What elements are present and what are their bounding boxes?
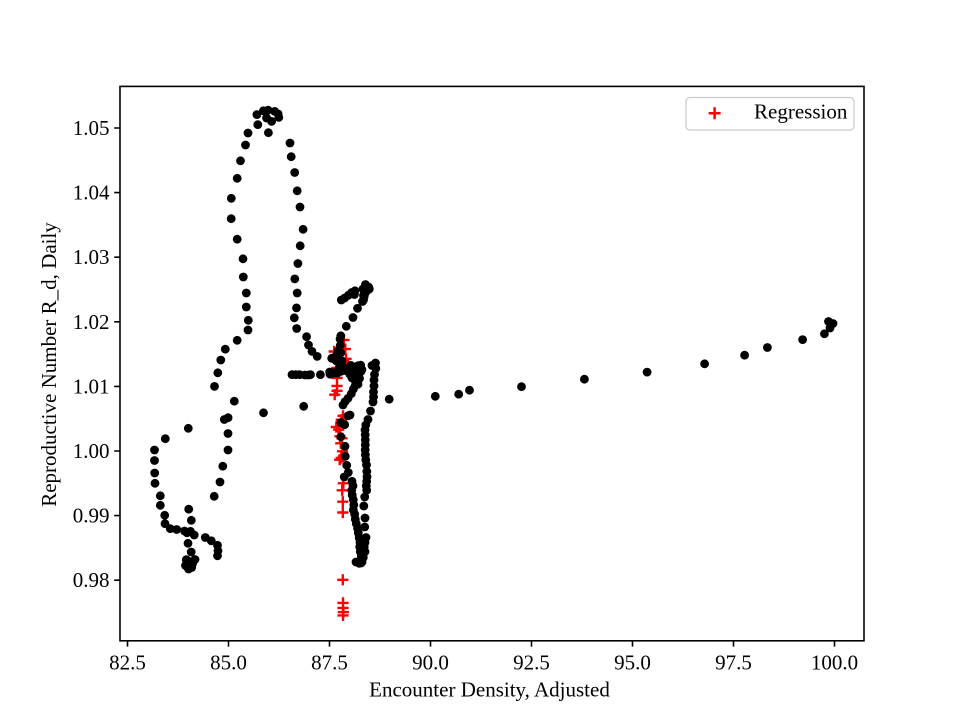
svg-text:95.0: 95.0 <box>614 651 651 675</box>
svg-text:90.0: 90.0 <box>412 651 449 675</box>
svg-text:1.02: 1.02 <box>73 310 110 334</box>
svg-text:Encounter Density, Adjusted: Encounter Density, Adjusted <box>369 677 610 701</box>
svg-text:100.0: 100.0 <box>811 651 858 675</box>
svg-text:97.5: 97.5 <box>715 651 752 675</box>
svg-text:1.04: 1.04 <box>73 181 110 205</box>
svg-text:92.5: 92.5 <box>513 651 550 675</box>
svg-text:0.99: 0.99 <box>73 504 110 528</box>
svg-text:1.03: 1.03 <box>73 245 110 269</box>
svg-text:Reproductive Number R_d, Daily: Reproductive Number R_d, Daily <box>37 222 61 507</box>
svg-text:82.5: 82.5 <box>109 651 146 675</box>
svg-text:1.00: 1.00 <box>73 439 110 463</box>
svg-text:0.98: 0.98 <box>73 568 110 592</box>
svg-text:85.0: 85.0 <box>210 651 247 675</box>
svg-text:87.5: 87.5 <box>311 651 348 675</box>
svg-text:1.01: 1.01 <box>73 374 110 398</box>
svg-text:Regression: Regression <box>754 100 848 124</box>
svg-text:1.05: 1.05 <box>73 116 110 140</box>
